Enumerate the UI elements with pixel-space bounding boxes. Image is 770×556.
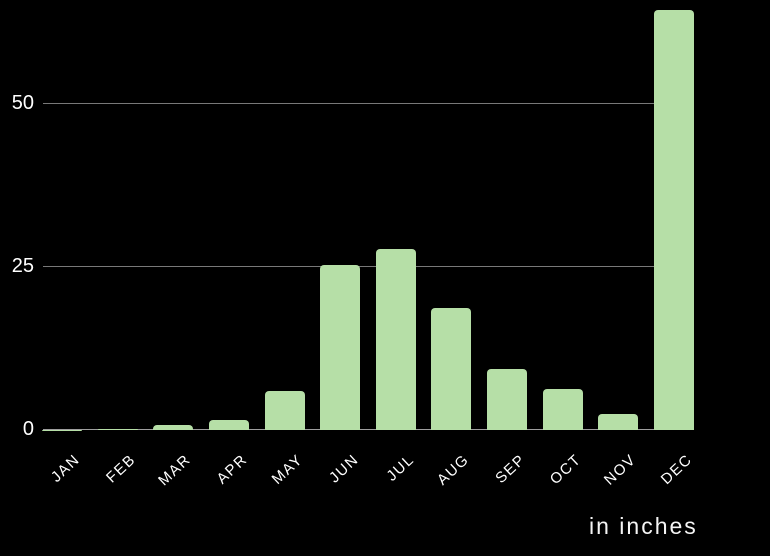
bar-sep	[487, 369, 528, 430]
x-tick-label-jun: JUN	[325, 451, 362, 487]
bar-feb	[97, 429, 138, 430]
bar-apr	[208, 420, 249, 430]
gridline-50	[43, 103, 694, 104]
x-tick-label-dec: DEC	[657, 451, 696, 489]
bar-may	[264, 390, 305, 430]
bar-dec	[654, 10, 694, 430]
x-tick-label-mar: MAR	[155, 451, 195, 490]
x-tick-label-aug: AUG	[434, 451, 474, 489]
x-tick-label-nov: NOV	[601, 451, 640, 489]
bar-jul	[375, 248, 416, 430]
y-tick-label-0: 0	[22, 418, 34, 440]
bar-aug	[431, 308, 472, 430]
x-tick-label-jul: JUL	[383, 451, 418, 485]
bar-nov	[598, 413, 639, 430]
x-tick-label-apr: APR	[213, 451, 251, 488]
x-tick-label-feb: FEB	[103, 451, 140, 487]
x-tick-label-oct: OCT	[546, 451, 585, 489]
gridline-0	[43, 429, 694, 430]
x-tick-label-sep: SEP	[491, 451, 529, 487]
unit-label: in inches	[589, 513, 698, 539]
bar-jun	[320, 265, 361, 430]
bar-oct	[542, 388, 583, 430]
x-tick-label-may: MAY	[268, 451, 307, 488]
y-tick-label-25: 25	[11, 255, 34, 277]
y-tick-label-50: 50	[11, 92, 34, 114]
bar-mar	[153, 425, 194, 430]
gridline-25	[43, 266, 694, 267]
x-tick-label-jan: JAN	[47, 451, 84, 486]
